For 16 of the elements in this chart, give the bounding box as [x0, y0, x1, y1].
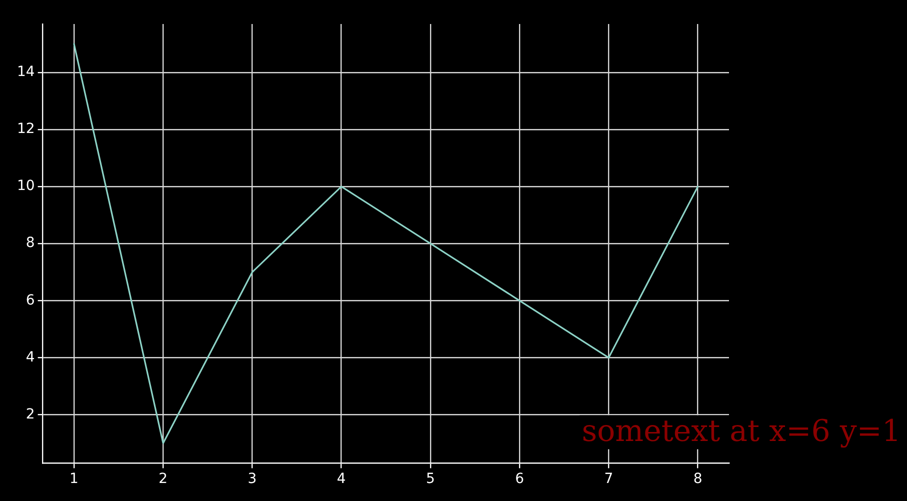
y-tick-label: 14	[16, 64, 35, 80]
x-tick-label: 5	[426, 471, 435, 488]
y-tick-label: 12	[16, 121, 35, 138]
x-tick-label: 2	[158, 471, 168, 488]
x-tick-label: 3	[248, 471, 257, 488]
x-tick-label: 4	[336, 471, 346, 488]
y-tick-label: 8	[26, 235, 35, 252]
x-tick-label: 7	[604, 471, 614, 488]
x-tick-label: 6	[515, 471, 524, 488]
y-tick-label: 10	[16, 178, 35, 194]
y-tick-label: 2	[26, 406, 35, 422]
x-tick-label: 1	[70, 471, 78, 488]
x-tick-label: 8	[693, 471, 702, 488]
annotation: sometext at x=6 y=1	[582, 414, 902, 450]
y-tick-label: 6	[26, 292, 35, 308]
y-tick-label: 4	[26, 349, 35, 366]
